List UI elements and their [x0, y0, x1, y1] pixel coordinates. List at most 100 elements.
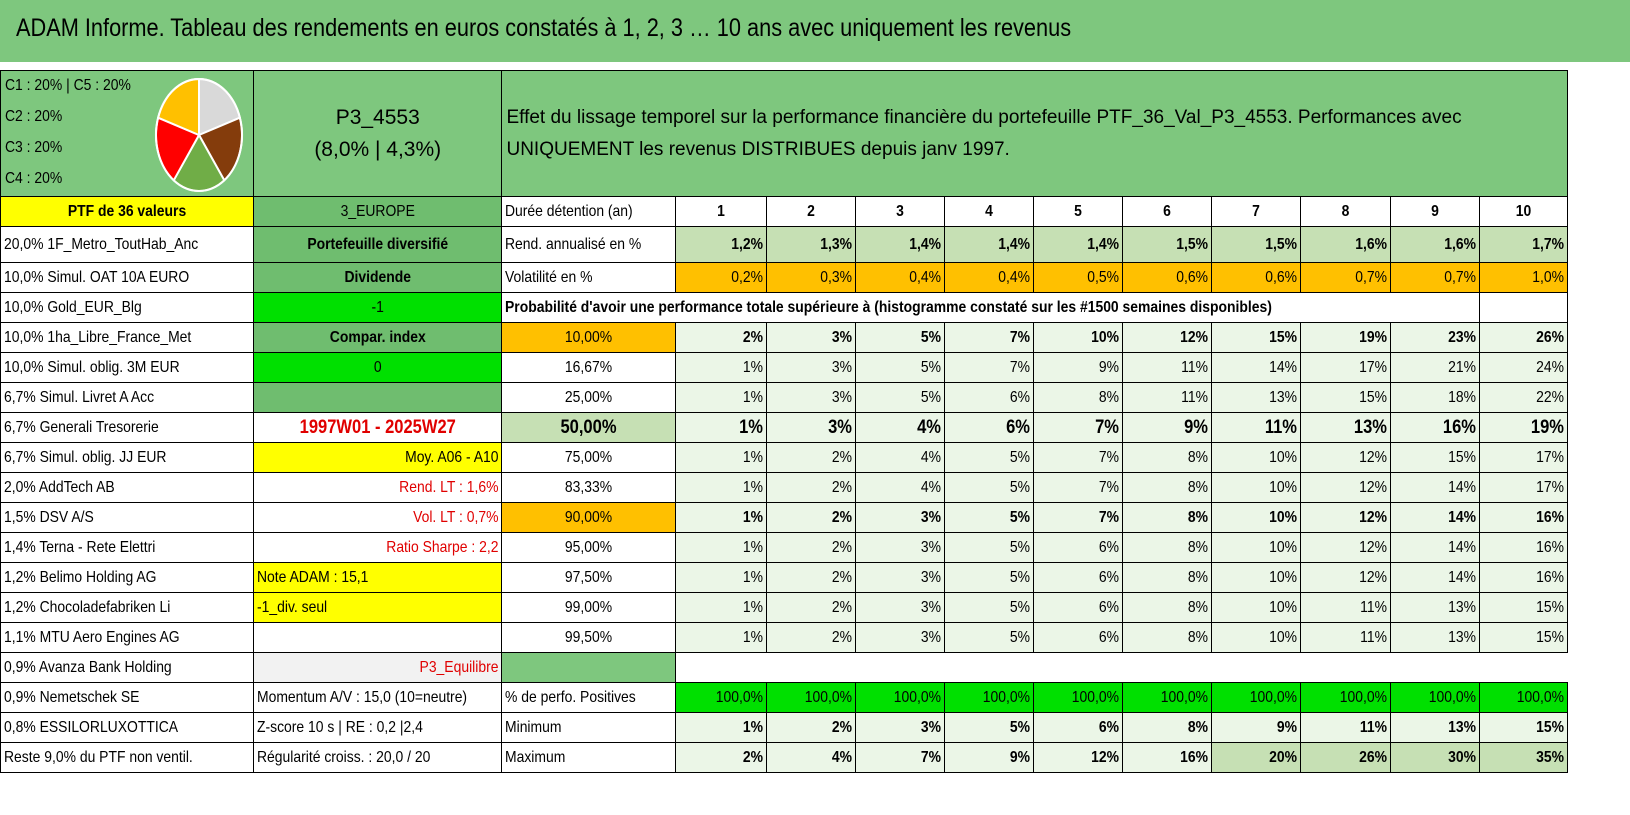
- diversified-label: Portefeuille diversifié: [252, 226, 503, 263]
- holding-16: 0,9% Nemetschek SE: [0, 682, 254, 713]
- maximum-1: 2%: [675, 742, 768, 773]
- maximum-3-text: 7%: [921, 748, 942, 766]
- return-7: 1,5%: [1211, 226, 1302, 263]
- volatility-9: 0,7%: [1390, 262, 1481, 293]
- probability-7-10: 16%: [1479, 502, 1569, 533]
- probability-5-4-text: 5%: [1010, 448, 1031, 466]
- moy-label-text: Moy. A06 - A10: [405, 448, 499, 466]
- minimum-5-text: 6%: [1099, 718, 1120, 736]
- return-2-text: 1,3%: [820, 235, 853, 253]
- ptf-label: PTF de 36 valeurs: [0, 196, 254, 227]
- return-8-text: 1,6%: [1355, 235, 1388, 253]
- probability-3-3: 5%: [855, 382, 946, 413]
- probability-3-5: 8%: [1033, 382, 1124, 413]
- probability-3-2-text: 3%: [832, 388, 853, 406]
- empty-10: [1480, 653, 1568, 683]
- holding-9: 2,0% AddTech AB: [0, 472, 254, 503]
- probability-3-4-text: 6%: [1010, 388, 1031, 406]
- holding-6: 6,7% Simul. Livret A Acc: [0, 382, 254, 413]
- probability-5-10: 17%: [1479, 442, 1569, 473]
- maximum-9: 30%: [1390, 742, 1481, 773]
- probability-10-3: 3%: [855, 592, 946, 623]
- holding-9-text: 2,0% AddTech AB: [4, 478, 115, 496]
- probability-7-4-text: 5%: [1010, 508, 1031, 526]
- volatility-10: 1,0%: [1479, 262, 1569, 293]
- minimum-1-text: 1%: [743, 718, 764, 736]
- maximum-label-text: Maximum: [505, 748, 566, 766]
- probability-2-4-text: 7%: [1010, 358, 1031, 376]
- probability-1-2: 3%: [766, 322, 857, 353]
- region-label: 3_EUROPE: [252, 196, 503, 227]
- probability-4-9: 16%: [1390, 412, 1481, 443]
- probability-2-1: 1%: [675, 352, 768, 383]
- probability-11-4: 5%: [944, 622, 1035, 653]
- portfolio-code: P3_4553: [335, 105, 420, 129]
- threshold-7-text: 90,00%: [565, 508, 613, 526]
- probability-9-5-text: 6%: [1099, 568, 1120, 586]
- duration-row: PTF de 36 valeurs 3_EUROPE Durée détention…: [0, 196, 1569, 227]
- positive-8: 100,0%: [1300, 682, 1392, 713]
- probability-4-9-text: 16%: [1443, 416, 1477, 438]
- threshold-5: 75,00%: [501, 442, 677, 473]
- probability-5-2-text: 2%: [832, 448, 853, 466]
- zero-label-text: 0: [373, 358, 382, 376]
- year-6: 6: [1122, 196, 1213, 227]
- probability-8-4-text: 5%: [1010, 538, 1031, 556]
- probability-6-2-text: 2%: [832, 478, 853, 496]
- probability-header-row: 10,0% Gold_EUR_Blg -1 Probabilité d'avoir …: [0, 292, 1569, 323]
- probability-7-8: 12%: [1300, 502, 1392, 533]
- holding-12-text: 1,2% Belimo Holding AG: [4, 568, 157, 586]
- probability-7-7-text: 10%: [1269, 508, 1298, 526]
- probability-4-10: 19%: [1479, 412, 1569, 443]
- probability-2-8-text: 17%: [1359, 358, 1388, 376]
- year-5-text: 5: [1074, 202, 1083, 220]
- probability-1-9-text: 23%: [1448, 328, 1477, 346]
- maximum-6-text: 16%: [1180, 748, 1209, 766]
- volatility-5-text: 0,5%: [1087, 268, 1120, 286]
- positive-10: 100,0%: [1479, 682, 1569, 713]
- volatility-3-text: 0,4%: [909, 268, 942, 286]
- volatility-2-text: 0,3%: [820, 268, 853, 286]
- probability-7-7: 10%: [1211, 502, 1302, 533]
- probability-5-7: 10%: [1211, 442, 1302, 473]
- holding-17: 0,8% ESSILORLUXOTTICA: [0, 712, 254, 743]
- positive-row: 0,9% Nemetschek SE Momentum A/V : 15,0 (1…: [0, 682, 1569, 713]
- probability-8-3: 3%: [855, 532, 946, 563]
- maximum-10: 35%: [1479, 742, 1569, 773]
- probability-6-7: 10%: [1211, 472, 1302, 503]
- holding-1: 20,0% 1F_Metro_ToutHab_Anc: [0, 226, 254, 263]
- holding-14-text: 1,1% MTU Aero Engines AG: [4, 628, 180, 646]
- probability-8-9: 14%: [1390, 532, 1481, 563]
- positive-8-text: 100,0%: [1340, 688, 1388, 706]
- probability-5-9-text: 15%: [1448, 448, 1477, 466]
- allocation-line-3: C3 : 20%: [5, 139, 63, 156]
- holding-6-text: 6,7% Simul. Livret A Acc: [4, 388, 155, 406]
- probability-10-2-text: 2%: [832, 598, 853, 616]
- probability-2-3-text: 5%: [921, 358, 942, 376]
- note-label: Note ADAM : 15,1: [252, 562, 503, 593]
- probability-1-4-text: 7%: [1010, 328, 1031, 346]
- probability-9-7-text: 10%: [1269, 568, 1298, 586]
- probability-2-6-text: 11%: [1181, 358, 1209, 376]
- positive-3-text: 100,0%: [894, 688, 942, 706]
- year-9-text: 9: [1431, 202, 1440, 220]
- probability-6-3: 4%: [855, 472, 946, 503]
- probability-4-4: 6%: [944, 412, 1035, 443]
- probability-11-8-text: 11%: [1360, 628, 1388, 646]
- div-seul-label-text: -1_div. seul: [257, 598, 328, 616]
- maximum-5-text: 12%: [1091, 748, 1120, 766]
- return-2: 1,3%: [766, 226, 857, 263]
- probability-4-5-text: 7%: [1095, 416, 1120, 438]
- volatility-7: 0,6%: [1211, 262, 1302, 293]
- probability-4-6: 9%: [1122, 412, 1213, 443]
- equilibre-row: 0,9% Avanza Bank Holding P3_Equilibre: [0, 652, 1568, 683]
- return-8: 1,6%: [1300, 226, 1392, 263]
- probability-10-10-text: 15%: [1536, 598, 1565, 616]
- probability-4-6-text: 9%: [1184, 416, 1209, 438]
- probability-7-9: 14%: [1390, 502, 1481, 533]
- probability-10-9: 13%: [1390, 592, 1481, 623]
- positive-7: 100,0%: [1211, 682, 1302, 713]
- probability-6-1: 1%: [675, 472, 768, 503]
- probability-8-9-text: 14%: [1448, 538, 1477, 556]
- probability-label-text: Probabilité d'avoir une performance tota…: [505, 298, 1273, 316]
